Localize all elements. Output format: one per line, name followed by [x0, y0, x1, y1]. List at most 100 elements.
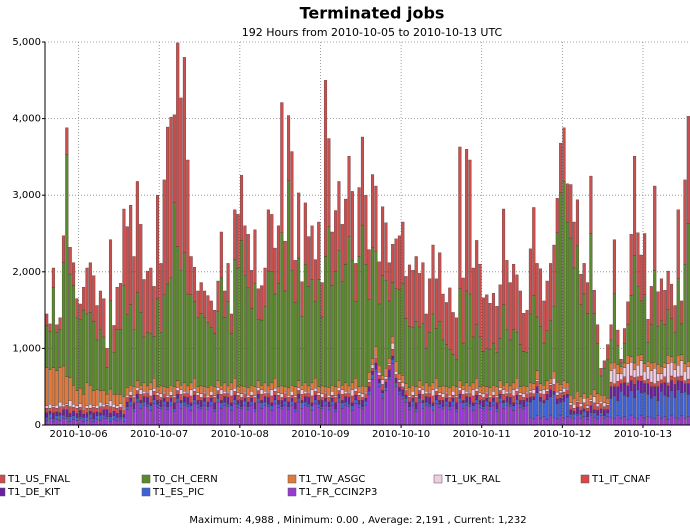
bar-segment — [105, 418, 109, 426]
bar-segment — [428, 392, 432, 398]
bar-segment — [626, 396, 630, 420]
bar-segment — [538, 393, 543, 398]
bar-segment — [266, 209, 270, 272]
bar-segment — [686, 383, 690, 395]
bar-segment — [659, 278, 663, 321]
bar-segment — [323, 401, 328, 406]
bar-segment — [293, 408, 297, 412]
bar-segment — [666, 385, 670, 397]
bar-segment — [223, 393, 227, 397]
bar-segment — [290, 394, 294, 399]
bar-segment — [391, 282, 395, 337]
bar-segment — [98, 390, 102, 403]
bar-segment — [532, 399, 536, 420]
bar-segment — [428, 332, 432, 387]
bar-segment — [538, 326, 543, 384]
bar-segment — [475, 378, 479, 389]
bar-segment — [391, 355, 395, 360]
bar-segment — [397, 394, 401, 426]
bar-segment — [206, 397, 210, 403]
bar-segment — [538, 390, 543, 394]
bar-segment — [115, 394, 119, 406]
bar-segment — [555, 398, 559, 404]
bar-segment — [663, 362, 667, 368]
bar-segment — [669, 362, 674, 377]
bar-segment — [454, 402, 459, 410]
bar-segment — [502, 389, 506, 395]
bar-segment — [293, 411, 297, 426]
bar-segment — [263, 391, 267, 394]
bar-segment — [471, 336, 475, 384]
bar-segment — [323, 386, 328, 393]
bar-segment — [276, 392, 281, 396]
bar-segment — [209, 394, 213, 399]
bar-segment — [421, 323, 425, 386]
bar-segment — [216, 398, 220, 403]
bar-segment — [431, 389, 435, 397]
bar-segment — [669, 356, 674, 363]
bar-segment — [535, 381, 539, 387]
bar-segment — [434, 278, 438, 329]
bar-segment — [213, 386, 217, 397]
bar-segment — [643, 380, 647, 384]
bar-segment — [669, 283, 674, 319]
bar-segment — [253, 408, 257, 412]
bar-segment — [61, 262, 66, 367]
bar-segment — [384, 376, 388, 380]
bar-segment — [95, 339, 99, 390]
bar-segment — [434, 328, 438, 379]
bar-segment — [582, 408, 586, 412]
bar-segment — [589, 394, 593, 400]
bar-segment — [616, 415, 620, 426]
bar-segment — [142, 396, 146, 403]
bar-segment — [414, 408, 418, 412]
bar-segment — [85, 267, 89, 315]
bar-segment — [515, 399, 519, 404]
bar-segment — [344, 382, 348, 392]
bar-segment — [559, 142, 563, 194]
y-tick-label: 5,000 — [12, 37, 41, 48]
bar-segment — [428, 404, 432, 407]
bar-segment — [451, 398, 455, 402]
bar-segment — [438, 407, 442, 426]
bar-segment — [149, 402, 153, 407]
bar-segment — [592, 313, 596, 390]
bar-segment — [179, 385, 183, 390]
bar-segment — [592, 412, 596, 418]
bar-segment — [129, 385, 133, 392]
bar-segment — [555, 403, 559, 420]
bar-segment — [337, 394, 341, 399]
bar-segment — [179, 270, 183, 386]
bar-segment — [401, 398, 405, 426]
bar-segment — [236, 392, 240, 396]
bar-segment — [518, 392, 522, 396]
bar-segment — [192, 301, 197, 379]
bar-segment — [169, 391, 173, 396]
bar-segment — [350, 389, 354, 397]
bar-segment — [260, 285, 264, 321]
bar-segment — [135, 401, 139, 426]
bar-segment — [98, 401, 102, 407]
bar-segment — [129, 405, 133, 426]
bar-segment — [78, 407, 82, 411]
bar-segment — [394, 374, 398, 379]
bar-segment — [434, 399, 438, 404]
bar-segment — [666, 363, 670, 384]
bar-segment — [374, 185, 378, 252]
bar-segment — [680, 300, 684, 325]
bar-segment — [226, 392, 230, 398]
bar-segment — [115, 405, 119, 409]
bar-segment — [213, 411, 217, 426]
bar-segment — [545, 330, 549, 381]
bar-segment — [515, 274, 519, 333]
bar-segment — [572, 407, 576, 412]
bar-segment — [572, 267, 576, 399]
bar-segment — [592, 402, 596, 410]
bar-segment — [636, 355, 640, 366]
bar-segment — [374, 250, 378, 348]
bar-segment — [61, 235, 66, 263]
bar-segment — [522, 313, 526, 352]
bar-segment — [542, 416, 546, 426]
bar-segment — [189, 382, 193, 390]
bar-segment — [354, 388, 358, 392]
